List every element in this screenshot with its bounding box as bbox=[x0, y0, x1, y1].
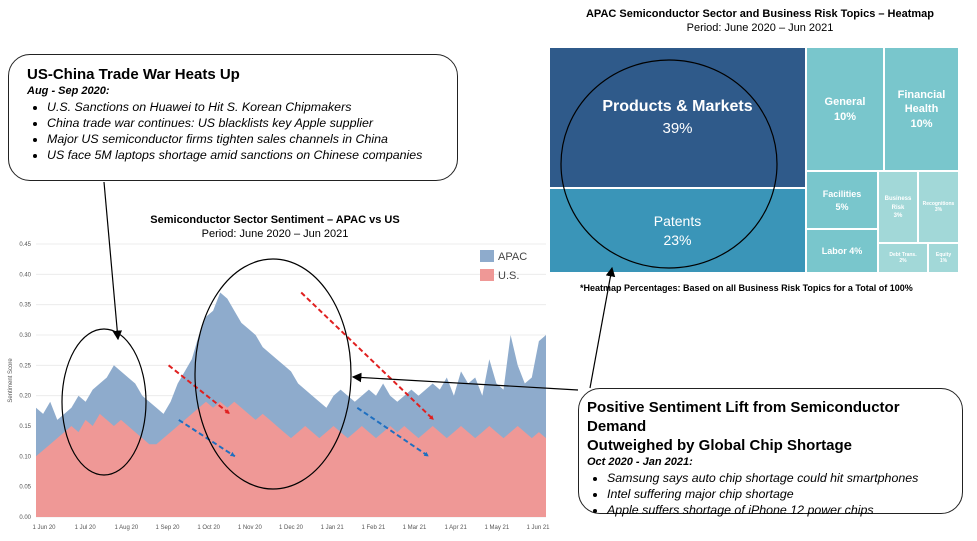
heatmap-title-block: APAC Semiconductor Sector and Business R… bbox=[560, 7, 960, 35]
y-tick-label: 0.20 bbox=[19, 394, 31, 400]
callout-trade-war: US-China Trade War Heats Up Aug - Sep 20… bbox=[8, 54, 458, 181]
y-tick-label: 0.05 bbox=[19, 485, 31, 491]
list-item: China trade war continues: US blacklists… bbox=[47, 115, 445, 131]
tile-business-risk: Business Risk 3% bbox=[878, 171, 918, 243]
y-tick-label: 0.35 bbox=[19, 303, 31, 309]
x-tick-label: 1 Jun 20 bbox=[32, 525, 56, 531]
callout-chip-shortage: Positive Sentiment Lift from Semiconduct… bbox=[578, 388, 963, 517]
callout-chip-shortage-period: Oct 2020 - Jan 2021: bbox=[587, 456, 693, 468]
list-item: Major US semiconductor firms tighten sal… bbox=[47, 131, 445, 147]
list-item: U.S. Sanctions on Huawei to Hit S. Korea… bbox=[47, 99, 445, 115]
legend-swatch-us bbox=[480, 269, 494, 281]
y-axis-label: Sentiment Score bbox=[8, 358, 14, 403]
y-tick-label: 0.00 bbox=[19, 515, 31, 521]
y-tick-label: 0.40 bbox=[19, 272, 31, 278]
trendline-arrowhead bbox=[428, 415, 434, 420]
trendline-arrowhead bbox=[423, 451, 429, 457]
x-tick-label: 1 Mar 21 bbox=[403, 525, 427, 531]
x-tick-label: 1 Nov 20 bbox=[238, 525, 263, 531]
legend-label-us: U.S. bbox=[498, 270, 519, 282]
tile-facilities: Facilities 5% bbox=[806, 171, 878, 229]
callout-chip-shortage-list: Samsung says auto chip shortage could hi… bbox=[587, 470, 952, 518]
x-tick-label: 1 Jun 21 bbox=[526, 525, 550, 531]
y-tick-label: 0.15 bbox=[19, 424, 31, 430]
tile-general: General 10% bbox=[806, 47, 884, 171]
callout-chip-shortage-title-1: Positive Sentiment Lift from Semiconduct… bbox=[587, 399, 900, 435]
x-tick-label: 1 Feb 21 bbox=[361, 525, 385, 531]
sentiment-chart: 0.00 0.05 0.10 0.15 0.20 0.25 0.30 0.35 0.40 0.45… bbox=[8, 242, 550, 531]
trendline bbox=[356, 406, 430, 458]
chart-title-block: Semiconductor Sector Sentiment – APAC vs… bbox=[120, 213, 430, 241]
tile-equity: Equity 1% bbox=[928, 243, 959, 273]
y-tick-label: 0.45 bbox=[19, 242, 31, 248]
list-item: US face 5M laptops shortage amid sanctio… bbox=[47, 147, 445, 163]
chart-subtitle: Period: June 2020 – Jun 2021 bbox=[201, 228, 349, 240]
tile-labor: Labor 4% bbox=[806, 229, 878, 273]
tile-products-markets: Products & Markets 39% bbox=[549, 47, 806, 188]
heatmap: Products & Markets 39% Patents 23% Gener… bbox=[549, 47, 959, 273]
x-tick-label: 1 Jul 20 bbox=[75, 525, 97, 531]
tile-patents: Patents 23% bbox=[549, 188, 806, 273]
legend-label-apac: APAC bbox=[498, 251, 527, 263]
x-tick-label: 1 May 21 bbox=[484, 525, 509, 531]
y-tick-label: 0.25 bbox=[19, 363, 31, 369]
y-tick-label: 0.30 bbox=[19, 333, 31, 339]
callout-chip-shortage-title-2: Outweighed by Global Chip Shortage bbox=[587, 437, 853, 454]
list-item: Intel suffering major chip shortage bbox=[607, 486, 952, 502]
heatmap-note: *Heatmap Percentages: Based on all Busin… bbox=[580, 283, 913, 293]
callout-trade-war-title: US-China Trade War Heats Up bbox=[27, 66, 240, 83]
heatmap-title: APAC Semiconductor Sector and Business R… bbox=[585, 8, 934, 20]
list-item: Samsung says auto chip shortage could hi… bbox=[607, 470, 952, 486]
x-tick-label: 1 Sep 20 bbox=[155, 525, 180, 531]
callout-trade-war-period: Aug - Sep 2020: bbox=[27, 85, 110, 97]
tile-recognitions: Recognitions 3% bbox=[918, 171, 959, 243]
y-tick-label: 0.10 bbox=[19, 454, 31, 460]
callout-trade-war-list: U.S. Sanctions on Huawei to Hit S. Korea… bbox=[27, 99, 445, 163]
tile-financial-health: Financial Health 10% bbox=[884, 47, 959, 171]
chart-title: Semiconductor Sector Sentiment – APAC vs… bbox=[150, 214, 400, 226]
x-tick-label: 1 Aug 20 bbox=[114, 525, 138, 531]
x-tick-label: 1 Oct 20 bbox=[197, 525, 220, 531]
trendline bbox=[300, 291, 435, 421]
x-tick-label: 1 Dec 20 bbox=[279, 525, 304, 531]
legend-swatch-apac bbox=[480, 250, 494, 262]
x-tick-label: 1 Apr 21 bbox=[444, 525, 467, 531]
x-tick-label: 1 Jan 21 bbox=[321, 525, 345, 531]
tile-debt-trans: Debt Trans. 2% bbox=[878, 243, 928, 273]
list-item: Apple suffers shortage of iPhone 12 powe… bbox=[607, 502, 952, 518]
heatmap-subtitle: Period: June 2020 – Jun 2021 bbox=[686, 22, 834, 34]
